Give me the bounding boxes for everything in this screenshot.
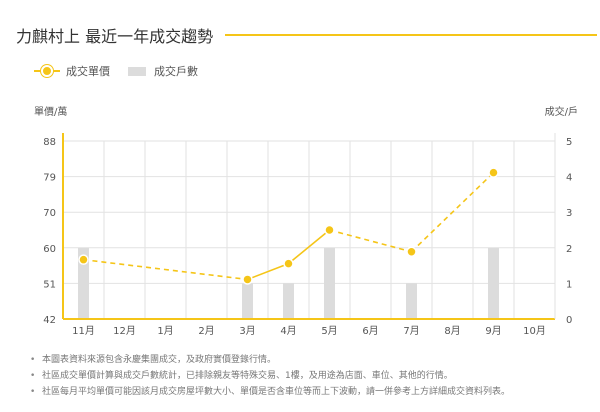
x-tick-label: 2月 (198, 325, 214, 337)
bar-5 (283, 283, 294, 319)
x-tick-label: 5月 (321, 325, 337, 337)
price-line-segment (83, 258, 248, 281)
legend-item-count[interactable]: 成交戶數 (128, 63, 198, 79)
trend-chart-svg: 單價/萬 成交/戶 42 51 60 70 79 88 0 1 2 3 4 5 11月 12月 1月 2月 3月 4月… (34, 105, 578, 337)
price-point (242, 274, 253, 285)
legend-line-swatch (34, 65, 60, 77)
price-line-segment (247, 262, 289, 281)
y-tick-label-right: 4 (566, 173, 572, 184)
trend-chart: 單價/萬 成交/戶 42 51 60 70 79 88 0 1 2 3 4 5 11月 12月 1月 2月 3月 4月… (0, 95, 600, 345)
bar-6 (324, 247, 335, 319)
chart-title: 力麒村上 最近一年成交趨勢 (16, 23, 222, 47)
x-tick-label: 9月 (485, 325, 501, 337)
title-underline (225, 34, 597, 36)
price-line-segment (287, 229, 331, 265)
bar-4 (242, 283, 253, 319)
x-tick-label: 1月 (157, 325, 173, 337)
y-tick-label-left: 60 (43, 244, 56, 255)
price-line-segment (329, 229, 412, 253)
note-item: 社區每月平均單價可能因該月成交房屋坪數大小、單價是否含車位等而上下波動，請一併參… (30, 384, 596, 400)
price-point (283, 258, 294, 269)
legend-bar-swatch (128, 66, 146, 76)
price-point (78, 254, 89, 265)
chart-header: 力麒村上 最近一年成交趨勢 (0, 0, 600, 60)
x-tick-label: 8月 (444, 325, 460, 337)
y-axis-label-left: 單價/萬 (34, 105, 67, 118)
y-tick-label-right: 3 (566, 208, 572, 219)
y-tick-label-left: 42 (43, 315, 56, 326)
legend-label-count: 成交戶數 (154, 65, 198, 78)
y-axis-label-right: 成交/戶 (545, 105, 578, 118)
x-tick-label: 12月 (113, 325, 136, 337)
x-tick-label: 3月 (239, 325, 255, 337)
y-tick-label-left: 79 (43, 173, 56, 184)
price-point (488, 167, 499, 178)
x-tick-label: 11月 (72, 325, 95, 337)
note-item: 社區成交單價計算與成交戶數統計，已排除親友等特殊交易、1樓，及用途為店面、車位、… (30, 368, 596, 384)
x-tick-label: 10月 (523, 325, 546, 337)
y-tick-label-right: 1 (566, 279, 572, 290)
y-tick-label-left: 88 (43, 137, 56, 148)
y-tick-label-right: 0 (566, 315, 572, 326)
bar-8 (406, 283, 417, 319)
price-line-segment (410, 172, 495, 253)
note-item: 本圖表資料來源包含永慶集團成交，及政府實價登錄行情。 (30, 352, 596, 368)
y-tick-label-left: 51 (43, 279, 56, 290)
price-point (406, 246, 417, 258)
x-tick-label: 7月 (403, 325, 419, 337)
y-tick-label-right: 5 (566, 137, 572, 148)
price-point (324, 224, 335, 236)
x-tick-label: 6月 (362, 325, 378, 337)
chart-notes: 本圖表資料來源包含永慶集團成交，及政府實價登錄行情。 社區成交單價計算與成交戶數… (30, 352, 596, 400)
y-tick-label-right: 2 (566, 244, 572, 255)
legend-item-price[interactable]: 成交單價 (34, 63, 110, 79)
bar-0 (78, 247, 89, 319)
bar-10 (488, 247, 499, 319)
y-tick-label-left: 70 (43, 208, 56, 219)
legend-label-price: 成交單價 (66, 65, 110, 78)
x-tick-label: 4月 (280, 325, 296, 337)
